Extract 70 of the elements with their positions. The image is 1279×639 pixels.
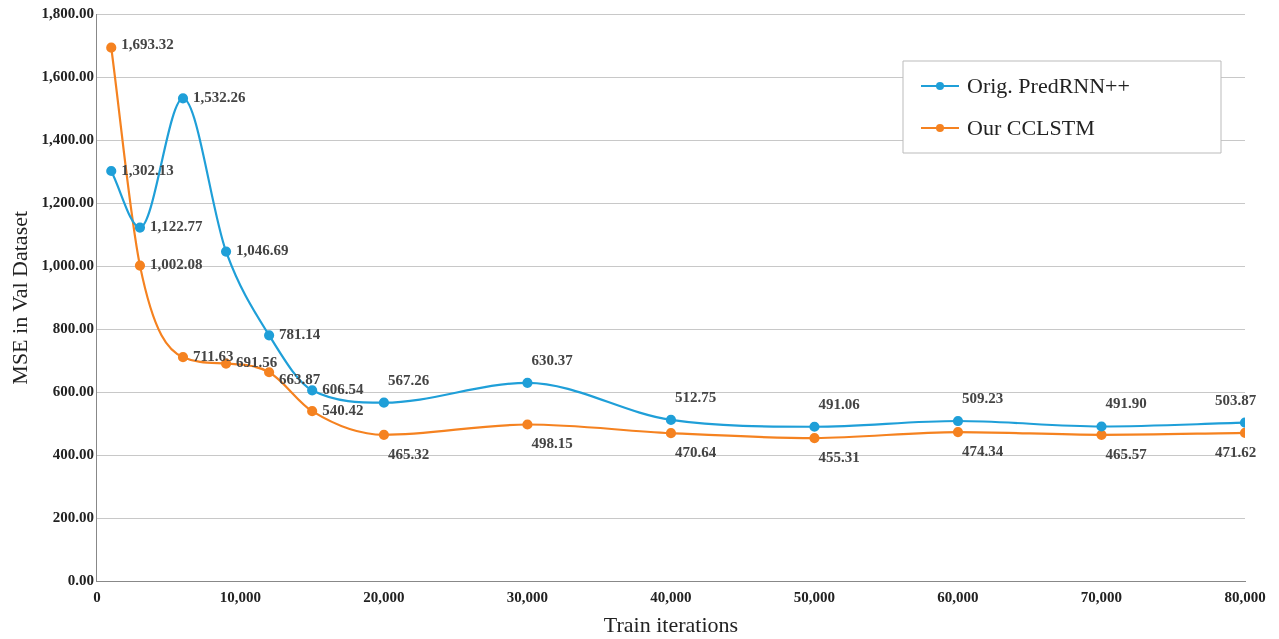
data-label: 691.56	[236, 354, 278, 371]
point	[952, 426, 964, 438]
point	[1096, 429, 1107, 440]
x-tick-label: 20,000	[363, 589, 405, 606]
data-label: 465.57	[1105, 445, 1148, 462]
y-tick-label: 1,800.00	[41, 4, 94, 21]
data-label: 503.87	[1215, 391, 1257, 408]
data-label: 498.15	[531, 435, 573, 452]
data-label: 1,693.32	[121, 35, 174, 52]
data-label: 1,046.69	[236, 242, 289, 259]
y-tick-label: 200.00	[52, 509, 94, 526]
data-label: 491.90	[1105, 395, 1147, 412]
point	[809, 432, 820, 444]
y-axis-title: MSE in Val Dataset	[6, 210, 32, 385]
x-tick-label: 80,000	[1224, 589, 1266, 606]
data-label: 471.62	[1215, 443, 1257, 460]
point	[378, 397, 390, 408]
point	[264, 367, 275, 378]
y-tick-label: 400.00	[52, 446, 94, 463]
y-tick-label: 800.00	[52, 320, 94, 337]
x-tick-label: 30,000	[506, 589, 549, 606]
point	[264, 330, 275, 341]
point	[307, 385, 318, 396]
data-label: 1,122.77	[149, 218, 203, 235]
point	[307, 406, 318, 417]
point	[522, 419, 533, 430]
point	[1096, 421, 1107, 432]
data-label: 540.42	[322, 402, 364, 419]
data-label: 1,002.08	[149, 256, 203, 273]
point	[952, 415, 964, 427]
data-label: 567.26	[387, 371, 430, 388]
point	[220, 246, 232, 257]
data-label: 491.06	[818, 395, 861, 412]
data-label: 1,532.26	[193, 89, 247, 106]
point	[134, 260, 146, 271]
point	[177, 93, 189, 104]
y-tick-label: 0.00	[67, 572, 94, 589]
data-label: 470.64	[674, 444, 717, 461]
x-tick-label: 60,000	[937, 589, 979, 606]
data-label: 781.14	[279, 326, 321, 343]
legend-label: Our CCLSTM	[967, 114, 1095, 140]
point	[378, 429, 390, 440]
x-axis-title: Train iterations	[603, 611, 739, 637]
data-label: 512.75	[674, 388, 717, 405]
y-tick-label: 1,400.00	[41, 131, 94, 148]
data-label: 455.31	[818, 448, 860, 465]
data-label: 606.54	[322, 381, 364, 398]
data-label: 509.23	[961, 389, 1004, 406]
data-label: 630.37	[531, 351, 574, 368]
point	[134, 222, 146, 233]
data-label: 465.32	[387, 445, 430, 462]
point	[665, 428, 677, 439]
data-label: 474.34	[961, 442, 1004, 459]
x-tick-label: 40,000	[650, 589, 692, 606]
point	[106, 165, 117, 177]
y-tick-label: 600.00	[52, 383, 94, 400]
point	[106, 42, 117, 53]
point	[177, 352, 189, 363]
y-tick-label: 1,600.00	[41, 67, 94, 84]
point	[809, 421, 820, 432]
y-tick-label: 1,200.00	[41, 194, 94, 211]
x-tick-label: 0	[93, 589, 101, 606]
x-tick-label: 10,000	[219, 589, 262, 606]
point	[522, 377, 533, 388]
legend-label: Orig. PredRNN++	[967, 72, 1130, 98]
x-tick-label: 50,000	[793, 589, 836, 606]
x-tick-label: 70,000	[1080, 589, 1123, 606]
data-label: 711.63	[193, 348, 234, 365]
y-tick-label: 1,000.00	[41, 257, 94, 274]
point	[665, 414, 677, 426]
